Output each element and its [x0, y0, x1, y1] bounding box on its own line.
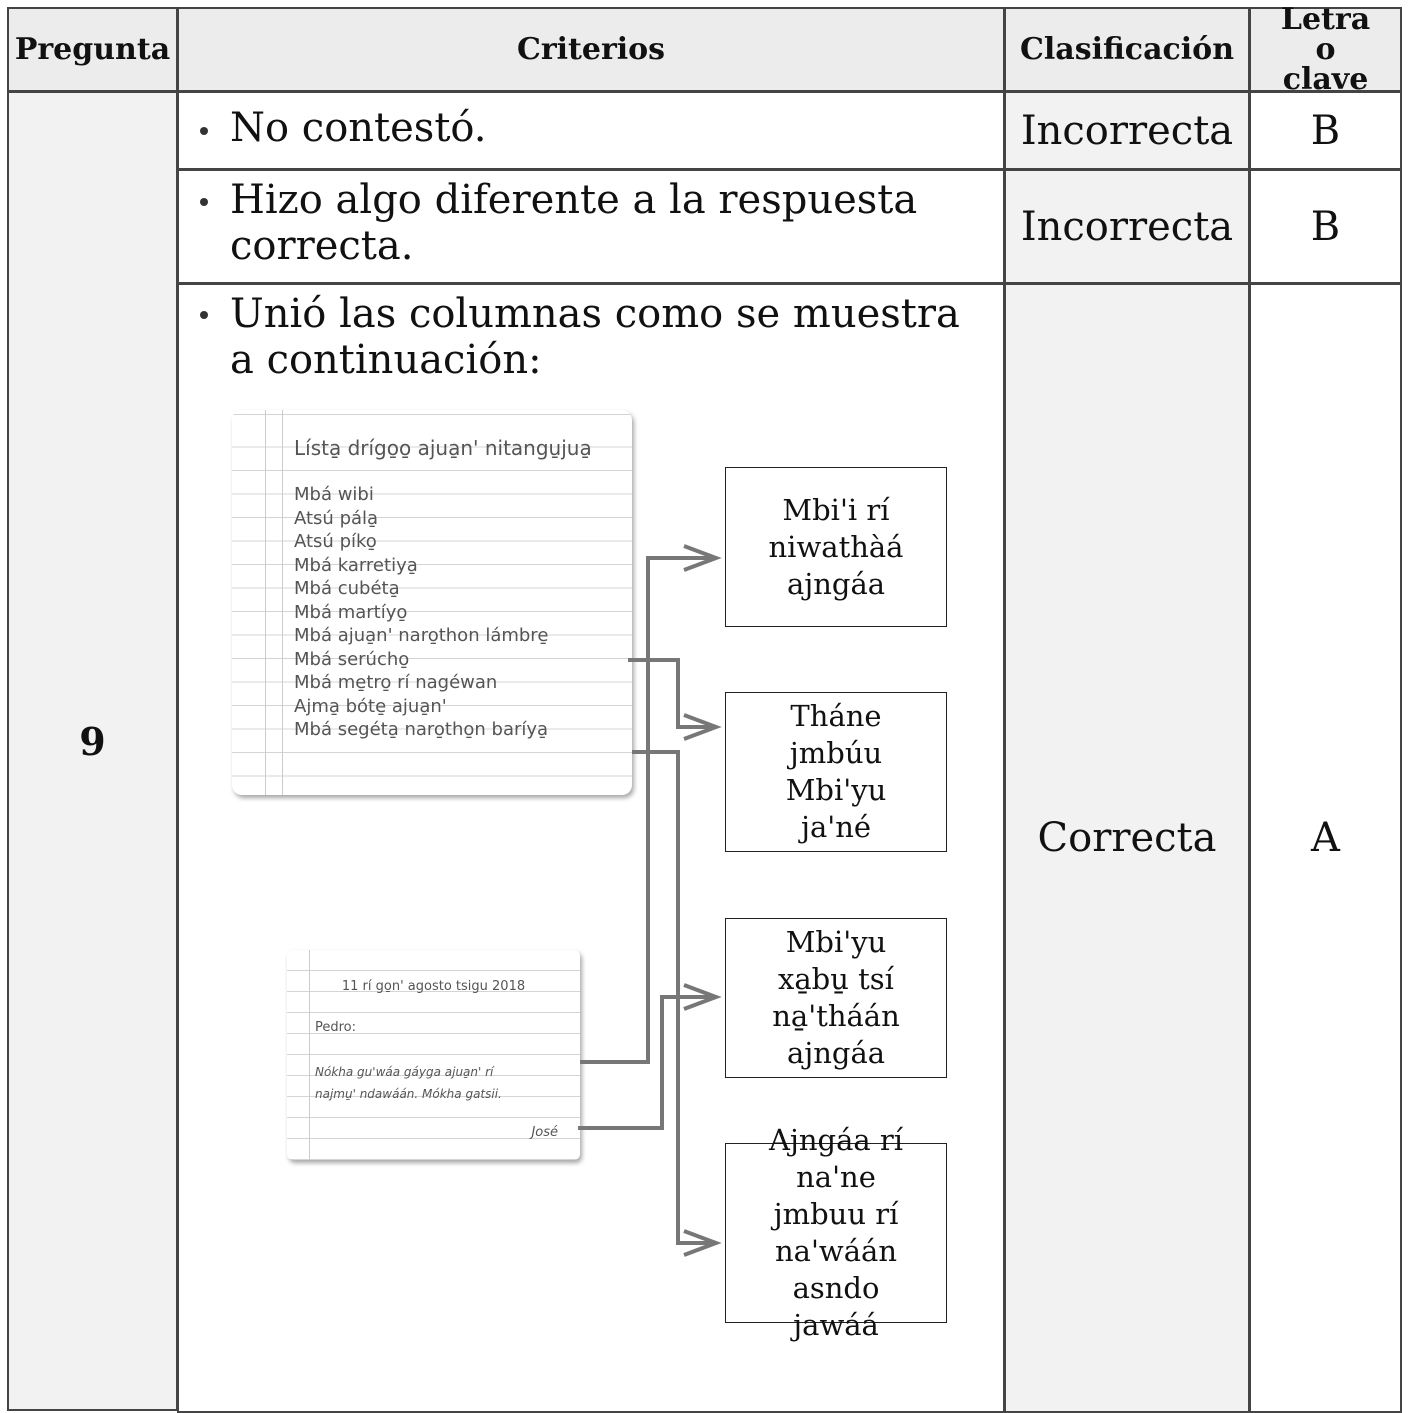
list-item: Ajma̱ bóte̱ ajua̱n' — [294, 695, 447, 717]
list-item: Mbá serúcho̱ — [294, 648, 410, 670]
notebook: Lísta̱ drígo̱o̱ ajua̱n' nitangu̱jua̱ Mbá… — [232, 410, 632, 795]
list-item: Atsú píko̱ — [294, 531, 377, 552]
letter-body: Nókha gu'wáa gáyga ajua̱n' rí najmu̱' nda… — [315, 1061, 502, 1105]
criterion: No contestó. — [230, 105, 487, 151]
header-cell: Pregunta — [7, 7, 178, 92]
margin-line — [282, 410, 283, 795]
arrow — [580, 556, 716, 1064]
criterion: Unió las columnas como se muestra a cont… — [230, 291, 960, 383]
header-cell: Letra o clave — [1249, 4, 1402, 94]
classification: Incorrecta — [1004, 169, 1250, 284]
list-item: Mbá wibi — [294, 484, 374, 505]
margin-line — [309, 950, 310, 1160]
list-item: Mbá ajua̱n' naro̱thon lámbre̱ — [294, 625, 549, 646]
letter-line: Nókha gu'wáa gáyga ajua̱n' rí — [315, 1065, 494, 1079]
arrow-head — [683, 544, 722, 572]
letter-signature: José — [531, 1125, 558, 1140]
bullet — [200, 198, 208, 206]
answer-box: Ajngáa rí na'ne jmbuu rí na'wáán asndo j… — [725, 1123, 947, 1342]
list-item: Mbá me̱tro̱ rí nagéwan — [294, 672, 498, 693]
answer-box: Mbi'yu xa̱bu̱ tsí na̱'tháán ajngáa — [725, 918, 947, 1078]
arrow — [628, 658, 716, 729]
arrow-head — [683, 983, 722, 1011]
arrow-head — [683, 1229, 722, 1257]
criterion: Hizo algo diferente a la respuesta corre… — [230, 177, 918, 269]
arrow — [632, 750, 716, 1245]
letter: 11 rí go̱n' agosto tsigu 2018 Pedro: Nók… — [287, 950, 580, 1160]
bullet — [200, 127, 208, 135]
list-title: Lísta̱ drígo̱o̱ ajua̱n' nitangu̱jua̱ — [294, 436, 592, 460]
classification: Correcta — [1004, 283, 1250, 1413]
answer-box: Tháne jmbúu Mbi'yu ja'né — [725, 692, 947, 852]
header-cell: Clasificación — [1004, 7, 1250, 92]
arrow-head — [683, 713, 722, 741]
list-item: Atsú pála̱ — [294, 507, 379, 529]
answer-box: Mbi'i rí niwathàá ajngáa — [725, 467, 947, 627]
bullet — [200, 311, 208, 319]
list-item: Mbá segéta̱ naro̱tho̱n baríya̱ — [294, 719, 549, 740]
arrow — [578, 995, 716, 1130]
letter-line: najmu̱' ndawáán. Mókha gatsii. — [315, 1087, 502, 1101]
list-item: Mbá cubéta̱ — [294, 578, 400, 599]
letter-greeting: Pedro: — [315, 1020, 357, 1035]
classification: Incorrecta — [1004, 91, 1250, 170]
list: Mbá wibi Atsú pála̱ Atsú píko̱ Mbá karretiy… — [294, 483, 548, 742]
margin-line — [265, 410, 266, 795]
list-item: Mbá martíyo̱ — [294, 601, 408, 623]
list-item: Mbá karretiya̱ — [294, 554, 418, 576]
letter-date: 11 rí go̱n' agosto tsigu 2018 — [341, 979, 526, 994]
